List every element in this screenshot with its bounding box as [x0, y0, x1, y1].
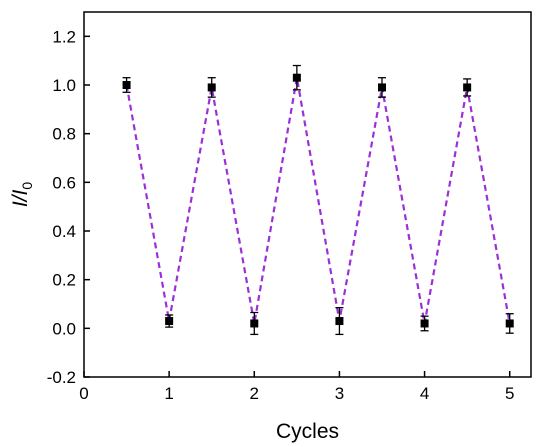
y-tick-label: 0.4 [52, 222, 76, 241]
y-axis-title-subscript: 0 [19, 182, 35, 190]
data-point [165, 317, 174, 326]
data-point [505, 319, 514, 328]
x-tick-label: 0 [79, 384, 88, 403]
plot-frame [83, 11, 532, 378]
y-tick-label: 0.8 [52, 125, 76, 144]
data-point [250, 319, 259, 328]
y-axis-title: I/I0 [9, 182, 35, 208]
data-point [122, 81, 131, 89]
plot-area [122, 64, 514, 336]
data-point [292, 73, 301, 82]
x-axis: 0 1 2 3 4 5 [79, 371, 514, 403]
y-axis-title-main: I/I [9, 189, 32, 207]
data-point [463, 83, 472, 92]
y-axis: -0.2 0.0 0.2 0.4 0.6 0.8 1.0 1.2 [47, 27, 90, 387]
y-tick-label: 1.2 [52, 27, 76, 46]
data-point [335, 317, 344, 326]
x-tick-label: 3 [335, 384, 344, 403]
data-point [207, 83, 216, 92]
y-tick-label: -0.2 [47, 368, 76, 387]
y-tick-label: 0.0 [52, 319, 76, 338]
x-tick-label: 5 [505, 384, 514, 403]
y-tick-label: 0.2 [52, 271, 76, 290]
x-axis-title: Cycles [276, 420, 339, 443]
data-point [420, 319, 429, 328]
x-tick-label: 2 [250, 384, 259, 403]
series-line [125, 77, 511, 324]
x-tick-label: 4 [420, 384, 429, 403]
y-tick-label: 1.0 [52, 76, 76, 95]
y-tick-label: 0.6 [52, 173, 76, 192]
x-tick-label: 1 [164, 384, 173, 403]
data-point [378, 83, 386, 92]
